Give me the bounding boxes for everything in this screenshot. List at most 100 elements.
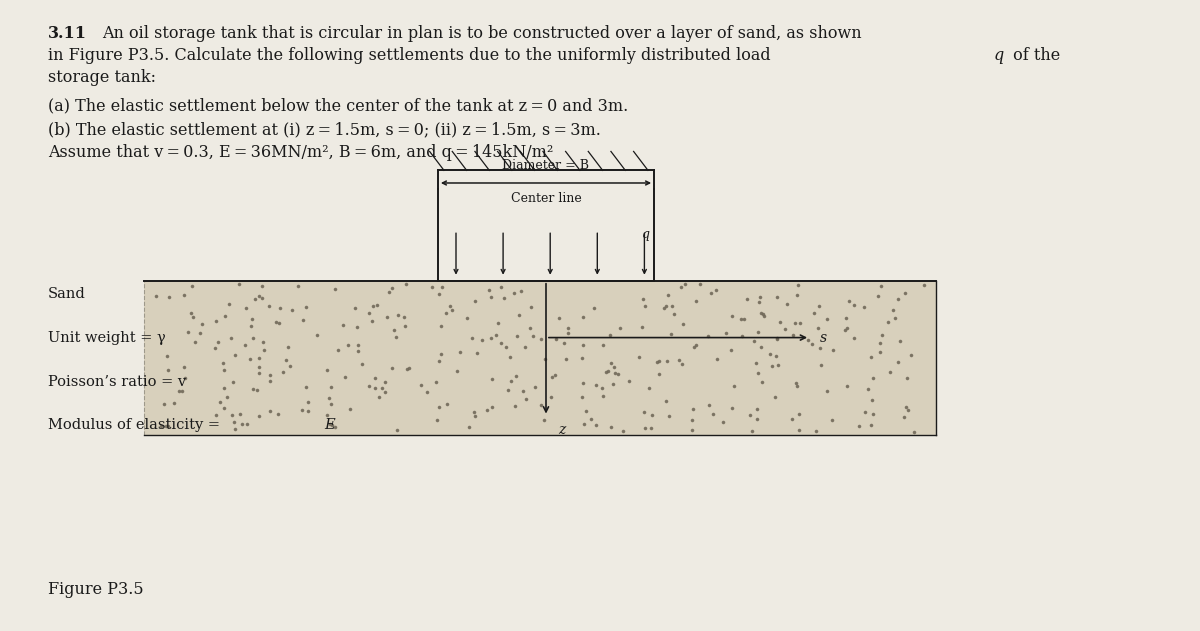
- Point: [260, 406, 280, 416]
- Point: [888, 357, 907, 367]
- Point: [704, 409, 724, 419]
- Point: [174, 362, 193, 372]
- Point: [383, 363, 402, 373]
- Point: [896, 401, 916, 411]
- Point: [901, 350, 920, 360]
- Point: [707, 285, 726, 295]
- Point: [365, 373, 384, 383]
- Point: [293, 405, 312, 415]
- Point: [642, 423, 661, 433]
- Point: [586, 420, 605, 430]
- Point: [655, 303, 674, 313]
- Point: [574, 377, 593, 387]
- Point: [335, 372, 354, 382]
- Point: [905, 427, 924, 437]
- Point: [250, 291, 269, 301]
- Point: [448, 366, 467, 376]
- Point: [863, 410, 882, 420]
- Point: [505, 401, 524, 411]
- Point: [432, 321, 451, 331]
- Point: [253, 281, 272, 292]
- Point: [714, 417, 733, 427]
- Point: [636, 423, 655, 433]
- Point: [438, 399, 457, 409]
- Point: [158, 422, 178, 432]
- Point: [574, 340, 593, 350]
- Point: [768, 333, 787, 343]
- Point: [575, 419, 594, 429]
- Point: [845, 333, 864, 343]
- Point: [790, 425, 809, 435]
- Point: [768, 334, 787, 344]
- Point: [716, 328, 736, 338]
- Point: [599, 366, 618, 376]
- Point: [683, 425, 702, 435]
- Point: [647, 357, 666, 367]
- Point: [511, 286, 530, 296]
- Point: [157, 421, 176, 431]
- Point: [432, 350, 451, 360]
- Point: [222, 410, 241, 420]
- Point: [496, 342, 515, 352]
- Point: [584, 303, 604, 313]
- Point: [160, 292, 179, 302]
- Point: [340, 404, 359, 415]
- Point: [450, 347, 469, 357]
- Point: [432, 281, 451, 292]
- Point: [784, 330, 803, 340]
- Point: [737, 294, 756, 304]
- Point: [158, 365, 178, 375]
- Point: [748, 404, 767, 414]
- Point: [179, 327, 198, 337]
- Point: [899, 405, 918, 415]
- Point: [752, 377, 772, 387]
- Point: [410, 380, 430, 390]
- Point: [770, 317, 790, 327]
- Text: Sand: Sand: [48, 287, 85, 301]
- Point: [323, 420, 342, 430]
- Point: [157, 351, 176, 362]
- Point: [749, 327, 768, 337]
- Point: [587, 380, 606, 391]
- Point: [241, 321, 260, 331]
- Point: [532, 334, 551, 344]
- Point: [545, 370, 564, 380]
- Point: [318, 365, 337, 375]
- Point: [732, 314, 751, 324]
- Point: [146, 291, 166, 301]
- Point: [206, 316, 226, 326]
- Point: [690, 280, 709, 290]
- Point: [604, 362, 623, 372]
- Point: [782, 414, 802, 424]
- Point: [725, 381, 744, 391]
- Point: [530, 400, 550, 410]
- Text: 3.11: 3.11: [48, 25, 88, 42]
- Point: [214, 358, 233, 368]
- Point: [768, 292, 787, 302]
- Point: [810, 343, 829, 353]
- Point: [427, 415, 446, 425]
- Point: [686, 296, 706, 306]
- Point: [400, 363, 419, 374]
- Point: [482, 402, 502, 412]
- Point: [894, 411, 913, 422]
- Point: [378, 312, 397, 322]
- Point: [353, 359, 372, 369]
- Point: [317, 410, 336, 420]
- Point: [862, 395, 881, 405]
- Point: [548, 312, 568, 322]
- Point: [700, 400, 719, 410]
- Point: [755, 311, 774, 321]
- Point: [224, 416, 244, 427]
- Point: [835, 325, 854, 335]
- Point: [396, 321, 415, 331]
- Point: [761, 349, 780, 359]
- Point: [744, 336, 763, 346]
- Point: [817, 314, 836, 324]
- Point: [850, 421, 869, 431]
- Point: [766, 392, 785, 403]
- Point: [665, 309, 684, 319]
- Point: [534, 415, 553, 425]
- Point: [643, 410, 662, 420]
- Point: [748, 368, 767, 378]
